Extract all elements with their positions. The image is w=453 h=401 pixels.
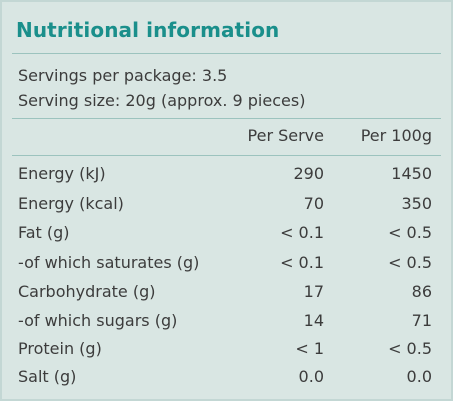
- table-row: Protein (g) < 1 < 0.5: [2, 339, 451, 368]
- column-header-per-100g: Per 100g: [360, 126, 432, 145]
- table-row: Fat (g) < 0.1 < 0.5: [2, 223, 451, 252]
- divider: [12, 155, 441, 156]
- row-label: Energy (kcal): [18, 194, 124, 213]
- divider: [12, 118, 441, 119]
- row-label: Energy (kJ): [18, 164, 106, 183]
- per-100g-value: 350: [401, 194, 432, 213]
- row-label: Protein (g): [18, 339, 102, 358]
- column-header-per-serve: Per Serve: [247, 126, 324, 145]
- per-100g-value: < 0.5: [388, 339, 432, 358]
- per-serve-value: 70: [303, 194, 324, 213]
- panel-title: Nutritional information: [16, 18, 280, 42]
- table-row: Energy (kJ) 290 1450: [2, 164, 451, 193]
- per-serve-value: < 0.1: [280, 253, 324, 272]
- row-label: Fat (g): [18, 223, 70, 242]
- row-label: Carbohydrate (g): [18, 282, 156, 301]
- table-row: -of which sugars (g) 14 71: [2, 311, 451, 340]
- per-100g-value: 1450: [391, 164, 432, 183]
- per-100g-value: < 0.5: [388, 223, 432, 242]
- per-serve-value: 290: [293, 164, 324, 183]
- per-serve-value: < 1: [295, 339, 324, 358]
- per-100g-value: 0.0: [406, 367, 432, 386]
- table-row: Carbohydrate (g) 17 86: [2, 282, 451, 311]
- per-serve-value: 17: [303, 282, 324, 301]
- row-label: -of which sugars (g): [18, 311, 178, 330]
- table-row: Salt (g) 0.0 0.0: [2, 367, 451, 396]
- per-serve-value: < 0.1: [280, 223, 324, 242]
- serving-size: Serving size: 20g (approx. 9 pieces): [18, 91, 306, 110]
- per-100g-value: 86: [411, 282, 432, 301]
- table-row: Energy (kcal) 70 350: [2, 194, 451, 223]
- row-label: -of which saturates (g): [18, 253, 200, 272]
- divider: [12, 53, 441, 54]
- per-serve-value: 0.0: [298, 367, 324, 386]
- per-100g-value: < 0.5: [388, 253, 432, 272]
- per-serve-value: 14: [303, 311, 324, 330]
- table-row: -of which saturates (g) < 0.1 < 0.5: [2, 253, 451, 282]
- row-label: Salt (g): [18, 367, 77, 386]
- per-100g-value: 71: [411, 311, 432, 330]
- servings-per-package: Servings per package: 3.5: [18, 66, 228, 85]
